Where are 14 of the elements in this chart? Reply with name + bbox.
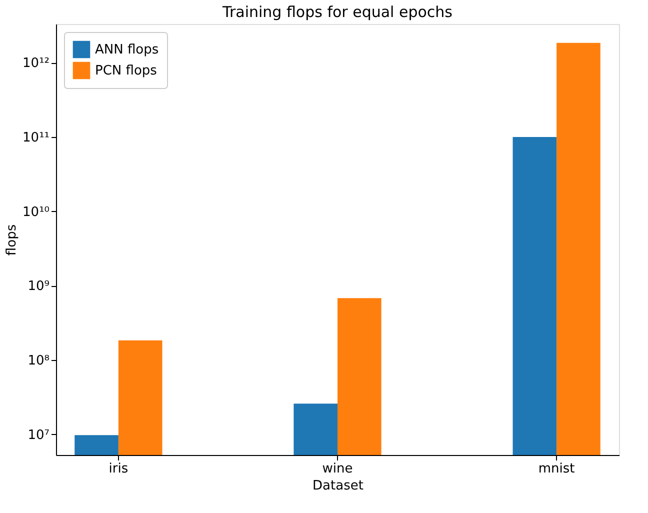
x-tick-label: mnist [538,462,575,476]
legend-label: PCN flops [95,64,158,78]
y-axis-title: flops [4,224,20,256]
legend-label: ANN flops [95,42,159,58]
y-tick-label: 10⁷ [28,428,50,443]
x-axis-title: Dataset [312,478,364,494]
y-tick-label: 10⁹ [28,279,50,294]
y-tick-label: 10⁸ [28,354,50,369]
chart-title: Training flops for equal epochs [222,3,453,21]
y-tick-label: 10¹⁰ [22,204,50,220]
y-tick-label: 10¹² [22,56,50,72]
y-tick-label: 10¹¹ [22,130,50,146]
x-tick-label: wine [322,462,353,476]
x-tick-label: iris [108,462,128,476]
